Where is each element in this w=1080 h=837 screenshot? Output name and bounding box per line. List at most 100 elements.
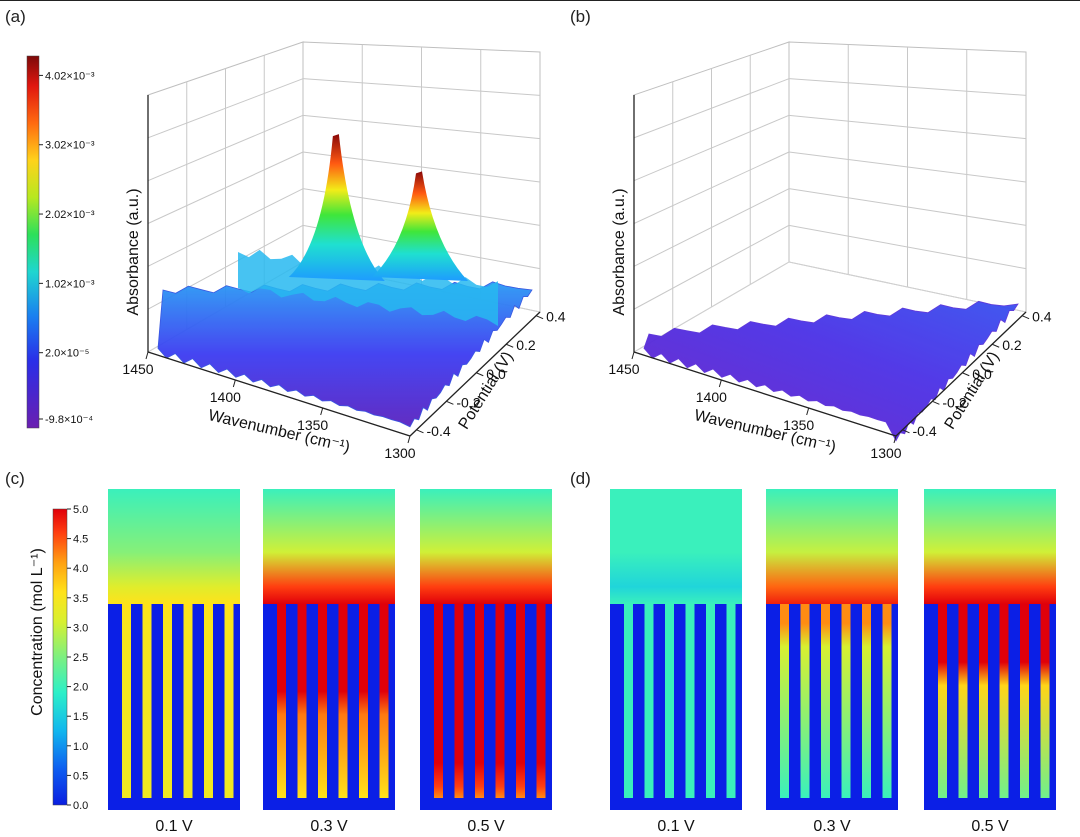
x-axis-line <box>633 351 897 437</box>
x-tick-label: 1400 <box>210 389 241 405</box>
x-tick-label: 1350 <box>297 417 328 433</box>
channel <box>204 604 213 798</box>
y-tick-mark <box>535 315 544 320</box>
colorbar-c-tick-label: 0.5 <box>73 770 88 782</box>
bulk-region <box>108 489 240 604</box>
x-tick-mark <box>893 435 897 444</box>
colorbar-c-tick-label: 0.0 <box>73 800 88 812</box>
z-axis-title: Absorbance (a.u.) <box>125 188 142 315</box>
channel <box>122 604 131 798</box>
channel <box>516 604 525 798</box>
channel <box>1040 604 1050 798</box>
y-tick-mark <box>992 343 1000 348</box>
y-tick-mark <box>962 372 970 377</box>
channel <box>685 604 695 798</box>
channel <box>958 604 968 798</box>
channel <box>644 604 654 798</box>
channel <box>780 604 789 798</box>
potential-label: 0.1 V <box>657 818 695 835</box>
concentration-map: 0.1 V <box>610 489 742 835</box>
colorbar-a-ticks: 4.02×10⁻³ 3.02×10⁻³ 2.02×10⁻³ 1.02×10⁻³ 2.0×… <box>39 70 95 426</box>
channel <box>862 604 871 798</box>
channel <box>821 604 830 798</box>
surface-plot-b: 1450 1400 1350 1300 -0.4 -0.2 0.0 0.2 0.4 Wavenum… <box>608 41 1052 461</box>
colorbar-c-tick-label: 5.0 <box>73 504 88 516</box>
x-tick-label: 1300 <box>384 445 415 461</box>
colorbar-c-ticks: 5.0 4.5 4.0 3.5 3.0 2.5 2.0 1.5 1.0 0.5 0.0 <box>67 504 88 812</box>
channel <box>359 604 368 798</box>
potential-label: 0.5 V <box>467 818 505 835</box>
colorbar-a-tick-label: 4.02×10⁻³ <box>45 70 95 82</box>
panel-label-d: (d) <box>570 469 591 488</box>
x-tick-label: 1300 <box>870 445 901 461</box>
y-tick-mark <box>446 400 454 405</box>
colorbar-c-tick-label: 4.5 <box>73 534 88 546</box>
channel <box>938 604 947 798</box>
colorbar-c-tick-label: 2.5 <box>73 652 88 664</box>
y-tick-label: 0.2 <box>1002 337 1022 353</box>
channel <box>183 604 193 798</box>
channel <box>224 604 234 798</box>
x-tick-mark <box>718 379 722 388</box>
surface-sheet <box>157 134 533 428</box>
y-tick-label: 0.0 <box>486 366 506 382</box>
channel <box>142 604 152 798</box>
colorbar-c-tick-label: 4.0 <box>73 563 88 575</box>
channel <box>277 604 286 798</box>
colorbar-c-label: Concentration (mol L⁻¹) <box>29 548 46 716</box>
potential-label: 0.3 V <box>310 818 348 835</box>
channel <box>379 604 389 798</box>
absorbance-peak-2 <box>372 171 468 281</box>
x-tick-mark <box>145 351 149 360</box>
bulk-region <box>766 489 898 604</box>
colorbar-a-gradient <box>26 55 40 429</box>
channel <box>800 604 810 798</box>
x-axis-line <box>147 351 411 437</box>
bulk-region <box>420 489 552 604</box>
y-tick-mark <box>902 429 910 434</box>
concentration-maps-d: 0.1 V 0.3 V 0.5 V <box>610 489 1056 835</box>
y-axis-line <box>895 311 1027 437</box>
channel <box>163 604 172 798</box>
channel <box>882 604 892 798</box>
colorbar-c-tick-label: 3.0 <box>73 622 88 634</box>
channel <box>536 604 546 798</box>
concentration-map: 0.3 V <box>263 489 395 835</box>
colorbar-c-tick-label: 2.0 <box>73 682 88 694</box>
panel-label-c: (c) <box>5 469 25 488</box>
x-tick-label: 1350 <box>783 417 814 433</box>
panel-label-a: (a) <box>5 7 26 26</box>
concentration-maps-c: 0.1 V 0.3 V 0.5 V <box>108 489 552 835</box>
x-tick-mark <box>631 351 635 360</box>
channel <box>726 604 736 798</box>
potential-label: 0.1 V <box>155 818 193 835</box>
concentration-map: 0.5 V <box>924 489 1056 835</box>
channel <box>475 604 484 798</box>
potential-label: 0.3 V <box>813 818 851 835</box>
y-axis-line <box>409 311 541 437</box>
x-tick-mark <box>232 379 236 388</box>
x-axis-title: Wavenumber (cm⁻¹) <box>693 407 838 456</box>
channel <box>999 604 1009 798</box>
colorbar-c: Concentration (mol L⁻¹) 5.0 4.5 4.0 3.5 3.0 2… <box>29 504 88 812</box>
concentration-map: 0.3 V <box>766 489 898 835</box>
channel <box>841 604 851 798</box>
y-tick-label: -0.2 <box>942 394 966 410</box>
bulk-region <box>610 489 742 604</box>
y-tick-label: 0.4 <box>1032 309 1052 325</box>
x-tick-mark <box>320 407 324 416</box>
colorbar-a-tick-label: 3.02×10⁻³ <box>45 140 95 152</box>
channel <box>979 604 988 798</box>
y-tick-label: 0.4 <box>546 309 566 325</box>
concentration-map: 0.1 V <box>108 489 240 835</box>
colorbar-a-tick-label: 2.02×10⁻³ <box>45 209 95 221</box>
y-tick-mark <box>1021 315 1030 320</box>
y-tick-mark <box>416 429 424 434</box>
x-axis-title: Wavenumber (cm⁻¹) <box>207 407 352 456</box>
y-tick-mark <box>506 343 514 348</box>
concentration-map: 0.5 V <box>420 489 552 835</box>
colorbar-a-tick-label: 2.0×10⁻⁵ <box>45 348 89 360</box>
colorbar-c-tick-label: 1.0 <box>73 741 88 753</box>
colorbar-c-gradient <box>52 508 68 806</box>
